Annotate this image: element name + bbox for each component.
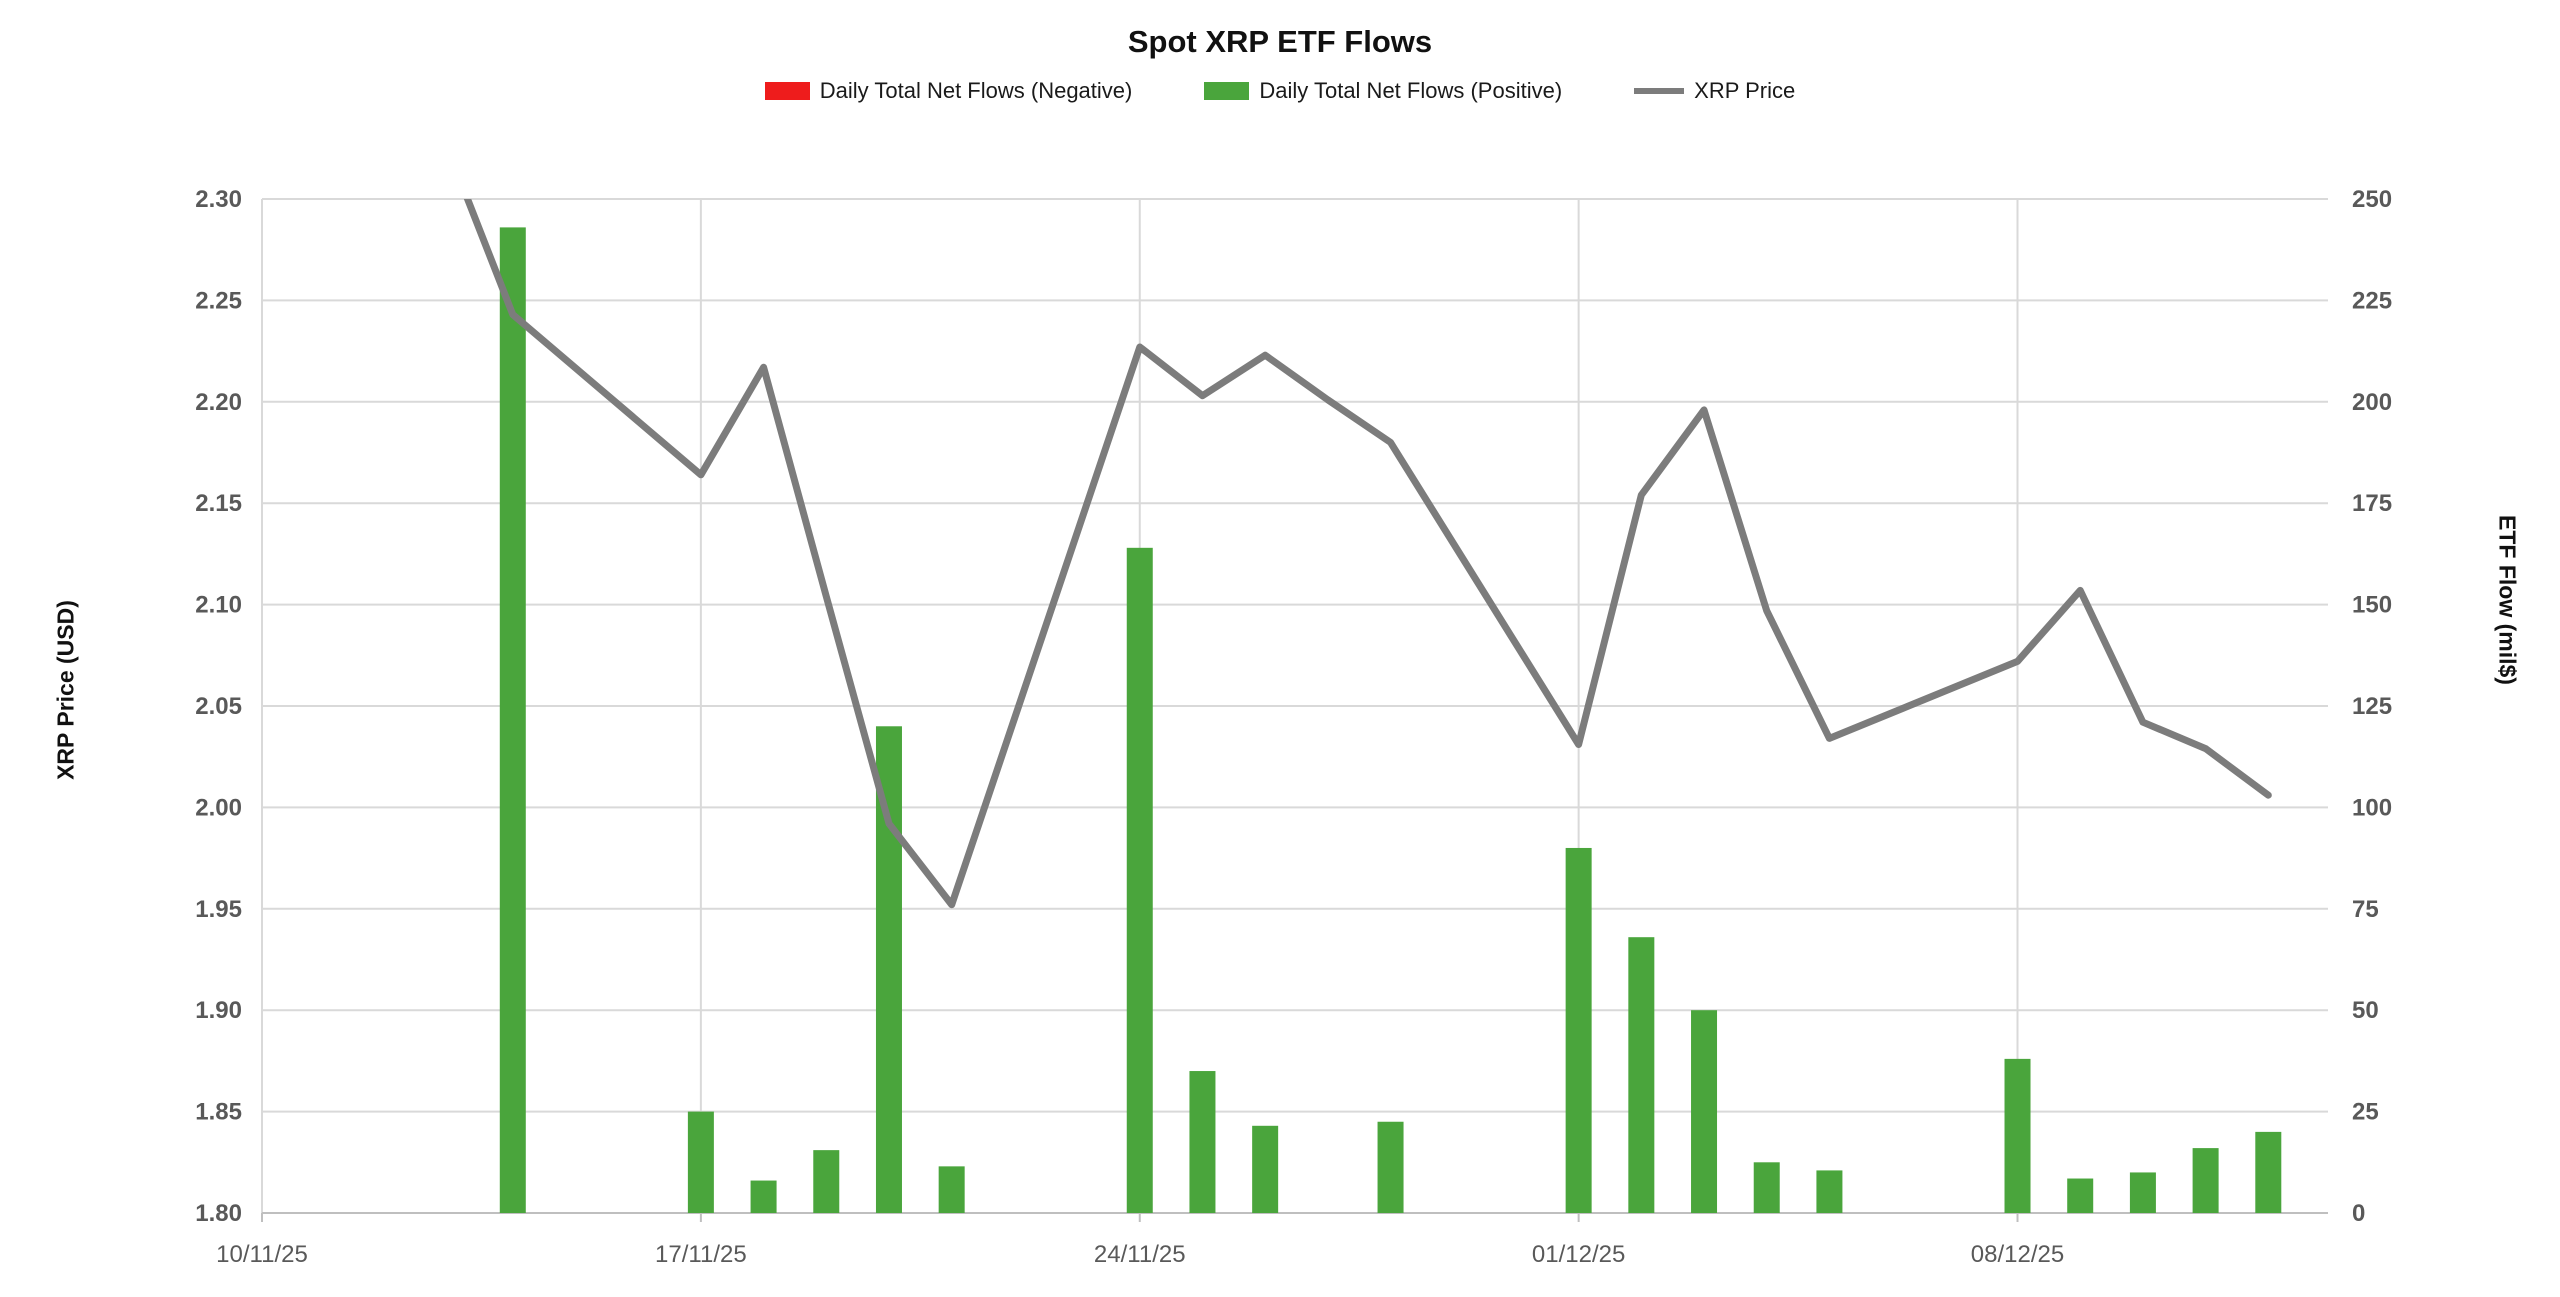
x-axis-tick-label: 01/12/25	[1532, 1241, 1625, 1268]
right-axis-tick-label: 0	[2352, 1200, 2365, 1227]
price-line	[463, 199, 2272, 909]
flow-bar	[2255, 1131, 2282, 1213]
positive-flows-swatch-icon	[1204, 82, 1250, 100]
right-axis-tick-label: 125	[2352, 693, 2392, 720]
left-axis-title: XRP Price (USD)	[52, 600, 79, 780]
left-axis-tick-label: 1.95	[195, 896, 242, 923]
right-axis-tick-label: 50	[2352, 997, 2379, 1024]
price-line-swatch-icon	[1634, 88, 1685, 94]
flow-bar	[1816, 1170, 1843, 1213]
legend-item-price: XRP Price	[1634, 78, 1795, 104]
flow-bar	[2192, 1148, 2219, 1213]
left-axis-tick-label: 1.80	[195, 1200, 242, 1227]
negative-flows-swatch-icon	[764, 82, 810, 100]
right-axis-tick-label: 175	[2352, 490, 2392, 517]
right-axis-tick-label: 75	[2352, 896, 2379, 923]
flow-bar	[1691, 1010, 1718, 1213]
flow-bar	[875, 726, 902, 1213]
right-axis-tick-label: 200	[2352, 389, 2392, 416]
legend-label-price: XRP Price	[1694, 78, 1796, 103]
left-axis-tick-label: 2.05	[195, 693, 242, 720]
flow-bar	[1126, 547, 1153, 1213]
left-axis-tick-label: 2.00	[195, 794, 242, 821]
legend-item-negative: Daily Total Net Flows (Negative)	[764, 78, 1133, 104]
left-axis-tick-label: 2.20	[195, 389, 242, 416]
flow-bar	[1189, 1071, 1216, 1213]
flow-bar	[1628, 937, 1655, 1213]
flow-bar	[2067, 1178, 2094, 1213]
flow-bar	[2129, 1172, 2156, 1213]
flow-bar	[1252, 1125, 1279, 1213]
right-axis-title: ETF Flow (mil$)	[2494, 515, 2521, 685]
flow-bar	[750, 1180, 777, 1213]
legend-label-positive: Daily Total Net Flows (Positive)	[1259, 78, 1563, 103]
flow-bar	[1565, 847, 1592, 1213]
right-axis-tick-label: 250	[2352, 186, 2392, 213]
legend: Daily Total Net Flows (Negative) Daily T…	[0, 78, 2560, 104]
right-axis-tick-label: 25	[2352, 1099, 2379, 1126]
x-axis-tick-label: 08/12/25	[1971, 1241, 2064, 1268]
flow-bar	[687, 1111, 714, 1213]
left-axis-tick-label: 2.15	[195, 490, 242, 517]
legend-item-positive: Daily Total Net Flows (Positive)	[1204, 78, 1562, 104]
legend-label-negative: Daily Total Net Flows (Negative)	[819, 78, 1133, 103]
x-axis-tick-label: 10/11/25	[216, 1241, 308, 1268]
left-axis-tick-label: 2.10	[195, 592, 242, 619]
right-axis-tick-label: 150	[2352, 592, 2392, 619]
right-axis-tick-label: 100	[2352, 794, 2392, 821]
x-axis-tick-label: 17/11/25	[655, 1241, 747, 1268]
flow-bar	[2004, 1058, 2031, 1213]
left-axis-tick-label: 2.25	[195, 287, 242, 314]
left-axis-tick-label: 1.85	[195, 1099, 242, 1126]
flow-bar	[1753, 1162, 1780, 1213]
flow-bar	[938, 1166, 965, 1213]
flow-bar	[1377, 1121, 1404, 1213]
flow-bar	[499, 227, 526, 1213]
chart-title: Spot XRP ETF Flows	[1127, 24, 1433, 59]
flow-bar	[813, 1150, 840, 1213]
x-axis-tick-label: 24/11/25	[1094, 1241, 1186, 1268]
right-axis-tick-label: 225	[2352, 287, 2392, 314]
left-axis-tick-label: 1.90	[195, 997, 242, 1024]
left-axis-tick-label: 2.30	[195, 186, 242, 213]
